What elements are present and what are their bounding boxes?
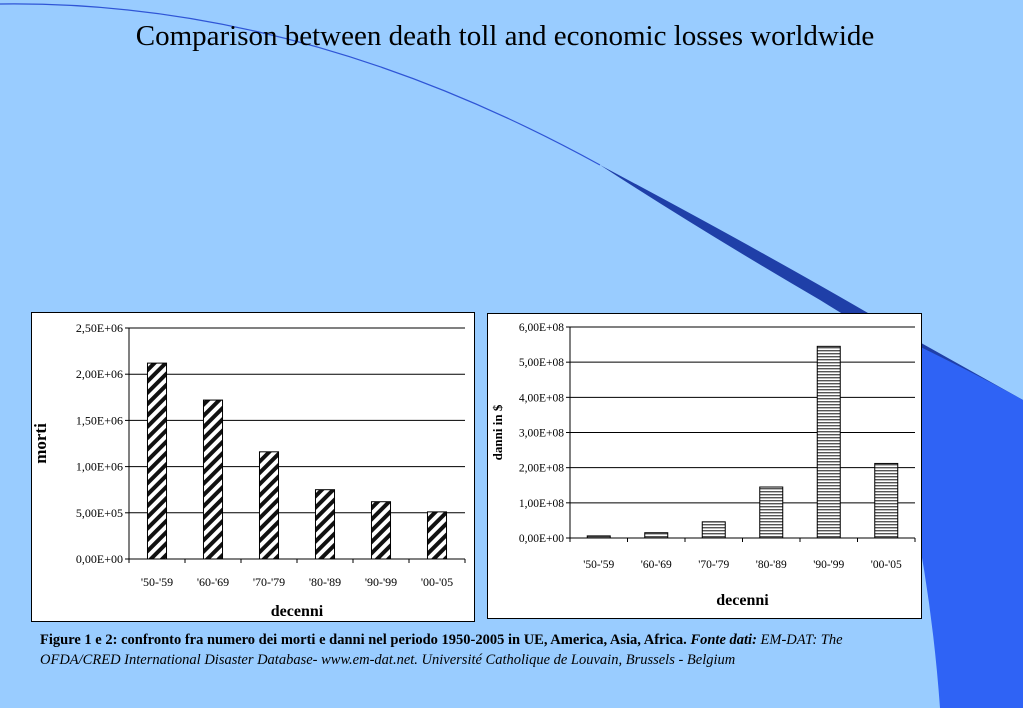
- caption-source-text: EM-DAT: The OFDA/CRED International Disa…: [40, 632, 843, 668]
- background-arc-line: [0, 3, 601, 166]
- y-tick-label: 1,50E+06: [76, 413, 123, 427]
- bar: [701, 521, 726, 539]
- y-tick-label: 6,00E+08: [519, 322, 564, 334]
- x-tick-label: '70-'79: [253, 575, 285, 589]
- x-tick-label: '90-'99: [813, 559, 844, 571]
- bar: [146, 362, 168, 560]
- x-tick-label: '80-'89: [756, 559, 787, 571]
- y-axis-label: morti: [32, 423, 50, 464]
- y-tick-label: 0,00E+00: [76, 552, 123, 566]
- y-tick-label: 2,50E+06: [76, 321, 123, 335]
- y-tick-label: 1,00E+06: [76, 460, 123, 474]
- bar: [202, 399, 224, 560]
- x-tick-label: '90-'99: [365, 575, 397, 589]
- y-tick-label: 5,00E+05: [76, 506, 123, 520]
- x-axis-label: decenni: [716, 592, 769, 609]
- bar: [258, 451, 280, 560]
- x-axis-label: decenni: [271, 603, 324, 620]
- x-tick-label: '70-'79: [698, 559, 729, 571]
- bar: [759, 486, 784, 539]
- figure-caption: Figure 1 e 2: confronto fra numero dei m…: [40, 630, 920, 670]
- chart-panel-losses: 0,00E+00 1,00E+08 2,00E+08 3,00E+08 4,00E+08…: [487, 313, 922, 619]
- x-tick-label: '00-'05: [421, 575, 453, 589]
- y-axis-label: danni in $: [490, 404, 505, 460]
- x-tick-label: '50-'59: [583, 559, 614, 571]
- bar: [816, 345, 841, 539]
- caption-source-label: Fonte dati:: [690, 632, 757, 648]
- x-tick-label: '50-'59: [141, 575, 173, 589]
- x-tick-label: '80-'89: [309, 575, 341, 589]
- bar: [370, 501, 392, 560]
- bar: [644, 532, 669, 539]
- y-tick-label: 2,00E+06: [76, 367, 123, 381]
- slide-title: Comparison between death toll and econom…: [135, 20, 875, 52]
- y-tick-label: 4,00E+08: [519, 392, 564, 404]
- chart-panel-deaths: 0,00E+00 5,00E+05 1,00E+06 1,50E+06 2,00E+06…: [31, 312, 475, 622]
- y-tick-label: 1,00E+08: [519, 498, 564, 510]
- y-tick-label: 2,00E+08: [519, 463, 564, 475]
- x-tick-label: '00-'05: [871, 559, 902, 571]
- x-tick-label: '60-'69: [197, 575, 229, 589]
- bar: [586, 535, 611, 539]
- y-tick-label: 3,00E+08: [519, 428, 564, 440]
- y-tick-label: 0,00E+00: [519, 533, 564, 545]
- bar: [314, 489, 336, 560]
- bar: [874, 462, 899, 539]
- x-tick-label: '60-'69: [641, 559, 672, 571]
- chart-deaths: 0,00E+00 5,00E+05 1,00E+06 1,50E+06 2,00E+06…: [31, 321, 466, 620]
- y-tick-label: 5,00E+08: [519, 357, 564, 369]
- chart-losses: 0,00E+00 1,00E+08 2,00E+08 3,00E+08 4,00E+08…: [490, 322, 916, 609]
- bar: [426, 511, 448, 560]
- caption-bold-text: Figure 1 e 2: confronto fra numero dei m…: [40, 632, 687, 648]
